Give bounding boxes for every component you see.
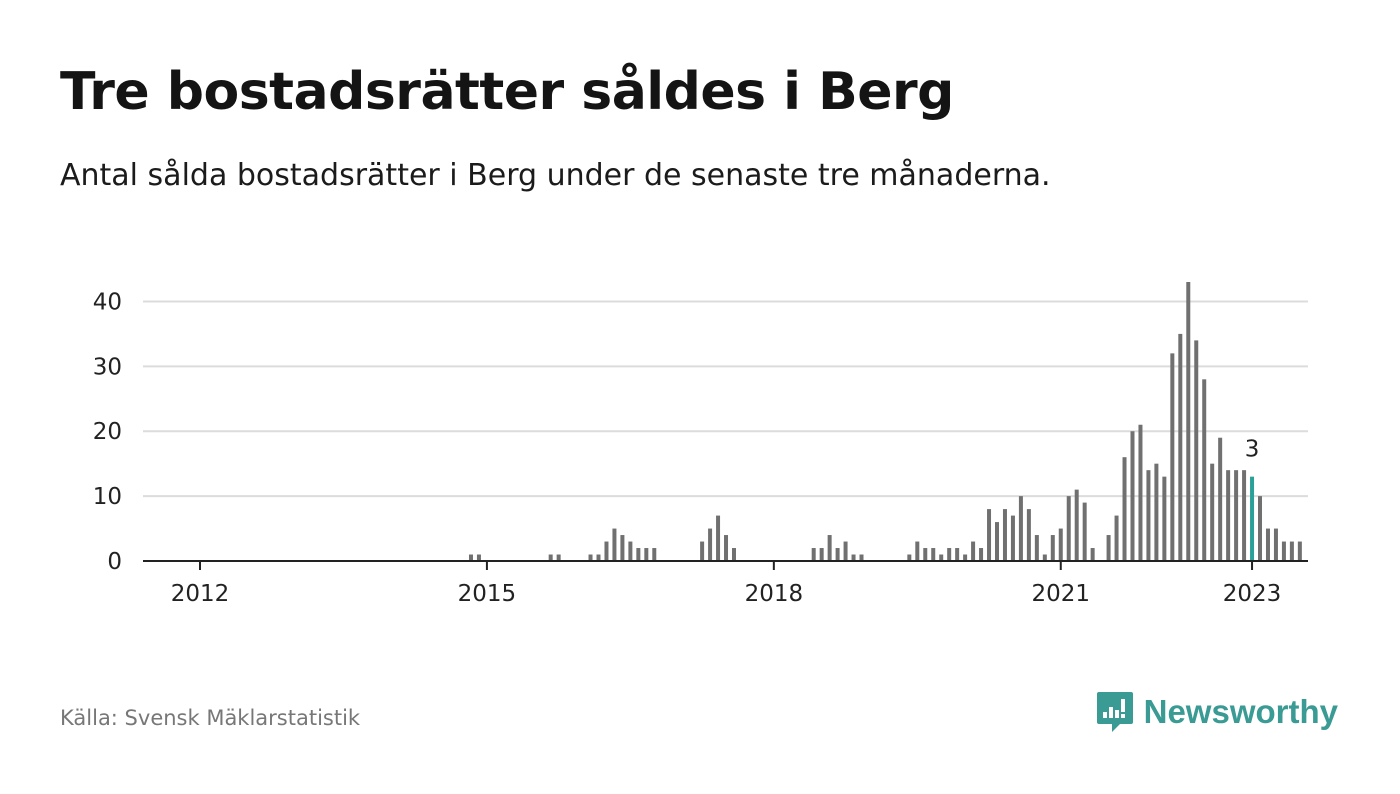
bar-2018-12 [859,554,864,561]
bar-2020-11 [1042,554,1047,561]
bar-2019-11 [947,548,952,561]
bar-undefined [1281,541,1286,561]
bar-2017-08 [731,548,736,561]
bar-undefined [1289,541,1294,561]
chart-subtitle: Antal sålda bostadsrätter i Berg under d… [60,158,1051,193]
bar-2023-01 [1250,476,1255,561]
bar-2019-06 [907,554,912,561]
bar-2022-02 [1162,476,1167,561]
bar-undefined [1297,541,1302,561]
bar-undefined [1265,528,1270,561]
bar-2020-12 [1050,535,1055,561]
bar-undefined [1258,496,1263,561]
bar-2022-09 [1218,437,1223,561]
highlight-data-label: 3 [1245,437,1260,463]
bar-2022-12 [1242,470,1247,561]
bar-2018-08 [827,535,832,561]
y-tick-label: 40 [93,289,122,315]
bar-2018-07 [819,548,824,561]
bar-2020-02 [971,541,976,561]
bar-2022-06 [1194,340,1199,561]
bar-2018-09 [835,548,840,561]
bar-2019-08 [923,548,928,561]
bar-2022-05 [1186,282,1191,561]
bar-2021-03 [1074,489,1079,561]
newsworthy-logo: Newsworthy [1096,690,1338,734]
bar-chart: 0 10 20 30 40 3 2012 2015 2018 2021 2023 [93,282,1308,607]
bar-2021-12 [1146,470,1151,561]
bar-2016-06 [620,535,625,561]
bar-2016-09 [644,548,649,561]
bar-2022-08 [1210,463,1215,561]
newsworthy-logo-icon [1096,692,1133,732]
bar-2014-12 [476,554,481,561]
bar-2022-07 [1202,379,1207,561]
bar-2018-11 [851,554,856,561]
bar-2021-02 [1066,496,1071,561]
chart-title: Tre bostadsrätter såldes i Berg [60,62,954,122]
source-note: Källa: Svensk Mäklarstatistik [60,706,361,730]
bar-2018-06 [811,548,816,561]
bars [468,282,1302,561]
bar-2019-09 [931,548,936,561]
bar-2017-07 [724,535,729,561]
bar-2019-07 [915,541,920,561]
y-tick-label: 30 [93,354,122,380]
bar-2016-04 [604,541,609,561]
bar-2016-05 [612,528,617,561]
bar-2017-06 [716,515,721,561]
bar-2015-10 [556,554,561,561]
bar-2017-04 [700,541,705,561]
bar-2022-11 [1234,470,1239,561]
gridlines [143,300,1308,498]
bar-2016-03 [596,554,601,561]
bar-2019-10 [939,554,944,561]
bar-2021-11 [1138,424,1143,561]
bar-2020-03 [979,548,984,561]
bar-2021-05 [1090,548,1095,561]
bar-2020-06 [1002,509,1007,561]
y-tick-label: 20 [93,419,122,445]
bar-2021-01 [1058,528,1063,561]
bar-2021-10 [1130,431,1135,561]
bar-2020-01 [963,554,968,561]
x-tick-label: 2015 [458,581,517,607]
x-tick-label: 2023 [1223,581,1282,607]
bar-2022-10 [1226,470,1231,561]
y-tick-label: 0 [107,549,122,575]
bar-2021-04 [1082,502,1087,561]
bar-2014-11 [468,554,473,561]
bar-2022-04 [1178,333,1183,561]
brand-name: Newsworthy [1143,693,1338,730]
bar-2021-08 [1114,515,1119,561]
bar-2020-07 [1010,515,1015,561]
bar-2022-01 [1154,463,1159,561]
bar-2016-10 [652,548,657,561]
bar-2020-05 [995,522,999,561]
bar-2020-08 [1018,496,1023,561]
bar-2020-10 [1034,535,1039,561]
x-tick-label: 2021 [1031,581,1090,607]
bar-2020-04 [987,509,992,561]
bar-2015-09 [548,554,553,561]
bar-2016-07 [628,541,633,561]
bar-2022-03 [1170,353,1175,561]
bar-undefined [1273,528,1278,561]
bar-2019-12 [955,548,960,561]
x-tick-label: 2018 [745,581,804,607]
bar-2021-09 [1122,457,1127,561]
bar-2017-05 [708,528,713,561]
bar-2021-07 [1106,535,1111,561]
bar-2020-09 [1026,509,1031,561]
axes: 0 10 20 30 40 3 2012 2015 2018 2021 2023 [93,289,1308,607]
bar-2016-08 [636,548,641,561]
y-tick-label: 10 [93,484,122,510]
bar-2016-02 [588,554,593,561]
bar-2018-10 [843,541,848,561]
x-tick-label: 2012 [171,581,230,607]
